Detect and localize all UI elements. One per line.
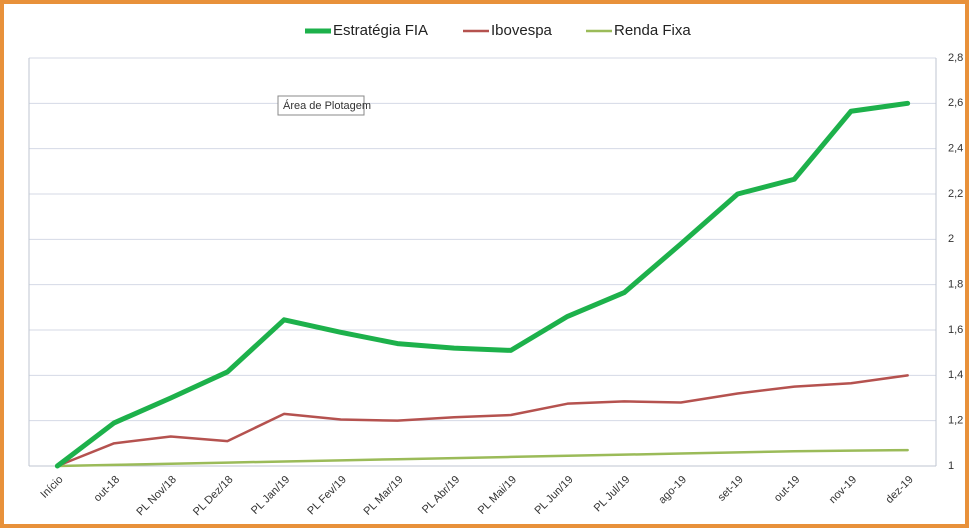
- y-tick-label: 2,8: [948, 52, 963, 64]
- y-tick-label: 1: [948, 460, 954, 472]
- y-tick-label: 1,6: [948, 324, 963, 336]
- legend-text: Renda Fixa: [614, 22, 691, 39]
- y-tick-label: 1,8: [948, 279, 963, 291]
- y-tick-label: 2: [948, 233, 954, 245]
- y-tick-label: 2,2: [948, 188, 963, 200]
- legend-text: Estratégia FIA: [333, 22, 428, 39]
- annotation: Área de Plotagem: [283, 99, 371, 112]
- legend-text: Ibovespa: [491, 22, 553, 39]
- line-series: [54, 100, 911, 469]
- y-tick-label: 2,4: [948, 143, 963, 155]
- y-tick-label: 2,6: [948, 97, 963, 109]
- line-series: [56, 448, 909, 468]
- line-series: [56, 374, 909, 468]
- y-tick-label: 1,4: [948, 369, 963, 381]
- y-tick-label: 1,2: [948, 415, 963, 427]
- tooltip-box: [277, 95, 365, 116]
